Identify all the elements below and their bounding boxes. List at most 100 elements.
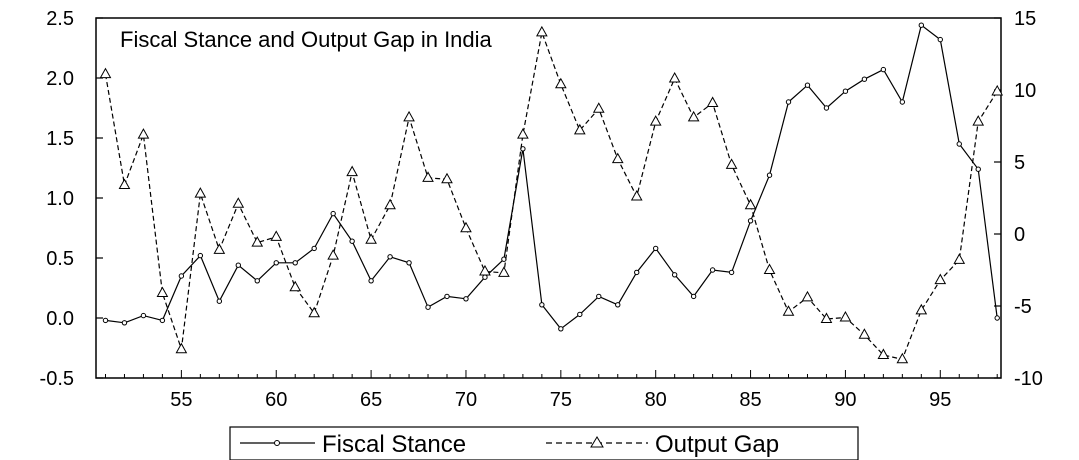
output-gap-point [365,233,377,244]
output-gap-point [554,77,567,89]
left-tick-label: 0.0 [46,308,74,330]
fiscal-stance-point [121,320,128,326]
fiscal-stance-point [539,302,545,308]
output-gap-point [630,190,643,201]
output-gap-point [991,84,1004,96]
right-tick-label: 10 [1014,80,1036,102]
output-gap-point [592,102,605,113]
fiscal-stance-point [159,317,166,324]
fiscal-stance-point [956,141,962,147]
right-tick-label: 5 [1014,152,1025,174]
output-gap-point [915,303,928,315]
fiscal-stance-point [387,254,393,260]
left-tick-label: 1.5 [46,128,74,150]
output-gap-point [706,96,719,107]
fiscal-stance-point [558,326,564,332]
right-tick-label: -5 [1014,296,1032,318]
output-gap-point [877,348,890,359]
fiscal-stance-point [178,273,185,279]
fiscal-stance-point [577,311,583,318]
right-tick-label: 15 [1014,8,1036,30]
fiscal-stance-point [823,105,830,111]
fiscal-stance-point [368,278,374,284]
fiscal-stance-point [918,22,925,28]
output-gap-point [611,152,624,164]
fiscal-stance-point [615,302,621,308]
legend-fiscal-stance-label: Fiscal Stance [322,431,466,458]
x-tick-label: 75 [550,389,572,411]
fiscal-stance-point [785,99,792,105]
output-gap-point [839,310,852,322]
left-tick-label: 1.0 [46,188,74,210]
fiscal-stance-line [105,24,998,330]
output-gap-point [441,172,453,184]
fiscal-stance-point [899,99,906,105]
left-tick-label: -0.5 [40,368,74,390]
output-gap-point [384,198,396,210]
left-tick-label: 0.5 [46,248,74,270]
output-gap-point [801,290,814,302]
output-gap-point [782,305,795,316]
output-gap-point [460,221,472,233]
fiscal-stance-point [804,82,811,88]
series-layer [99,22,1004,364]
fiscal-stance-point [482,274,488,280]
x-tick-label: 95 [929,389,951,411]
output-gap-point [99,67,112,79]
output-gap-point [536,25,548,37]
output-gap-point [573,123,586,135]
output-gap-point [137,128,150,139]
fiscal-stance-point [842,88,849,94]
x-tick-label: 70 [455,389,477,411]
fiscal-stance-point [690,293,697,300]
output-gap-point [972,115,985,126]
fiscal-stance-point [975,166,981,172]
output-gap-point [820,312,833,323]
output-gap-point [763,263,776,274]
output-gap-point [858,328,871,339]
legend-fiscal-stance-marker [274,440,280,446]
fiscal-stance-point [520,146,526,152]
output-gap-point [479,264,491,276]
x-tick-label: 80 [645,389,667,411]
fiscal-stance-point [235,262,241,268]
fiscal-stance-point [425,304,431,310]
fiscal-stance-point [197,252,204,259]
output-gap-point [934,273,947,285]
fiscal-stance-point [463,296,469,302]
fiscal-stance-point [311,245,317,252]
output-gap-point [118,178,131,190]
x-tick-label: 85 [739,389,761,411]
x-tick-label: 55 [170,389,192,411]
output-gap-point [175,342,188,354]
output-gap-point [668,71,681,83]
fiscal-stance-point [292,260,298,266]
output-gap-point [270,230,283,241]
left-tick-label: 2.0 [46,68,74,90]
output-gap-point [744,198,757,210]
fiscal-stance-point [406,260,412,266]
fiscal-stance-point [444,293,450,300]
fiscal-stance-point [102,317,109,324]
right-tick-label: -10 [1014,368,1043,390]
chart-title: Fiscal Stance and Output Gap in India [120,27,493,52]
right-tick-label: 0 [1014,224,1025,246]
legend-output-gap-label: Output Gap [655,431,779,458]
left-tick-label: 2.5 [46,8,74,30]
x-axis: 55 60 65 70 75 80 85 90 95 [104,370,998,411]
output-gap-point [213,243,226,254]
x-tick-label: 90 [834,389,856,411]
fiscal-stance-point [747,218,754,224]
output-gap-point [308,306,321,318]
fiscal-stance-point [671,272,678,278]
output-gap-point [649,115,662,126]
fiscal-stance-point [880,66,887,73]
output-gap-point [725,158,738,169]
fiscal-stance-point [273,260,279,266]
output-gap-point [687,110,700,122]
fiscal-stance-point [994,315,1000,321]
output-gap-point [251,236,264,247]
fiscal-stance-point [709,267,716,273]
fiscal-stance-point [766,172,773,178]
